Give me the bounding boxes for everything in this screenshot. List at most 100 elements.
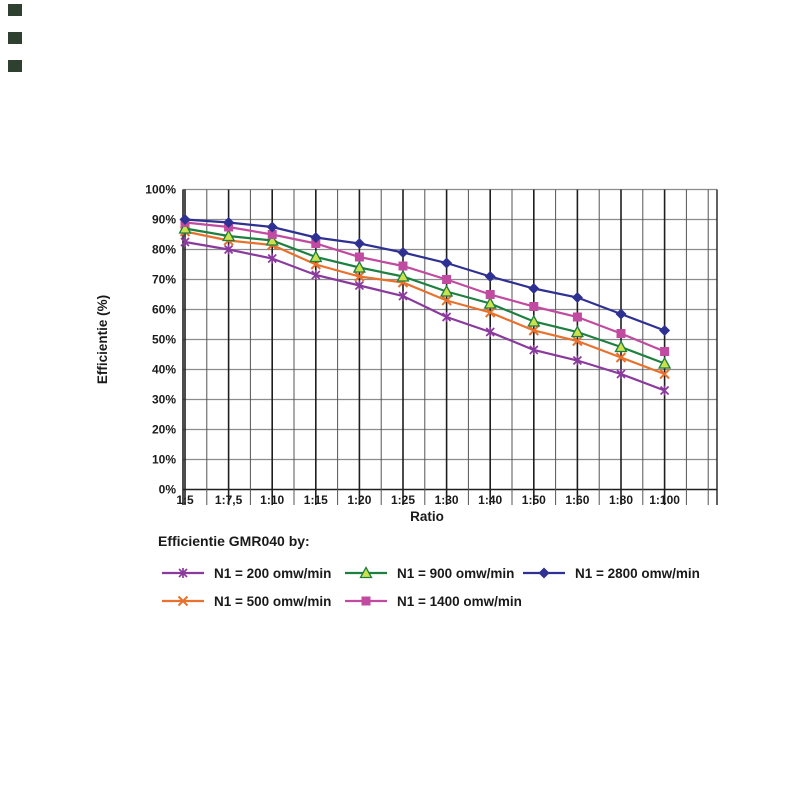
grid: [182, 188, 718, 505]
square-marker: [616, 329, 626, 338]
x-tick-label: 1:25: [391, 493, 415, 507]
asterisk-marker: [398, 291, 408, 301]
y-tick-label: 30%: [152, 393, 176, 407]
legend-item: [162, 568, 204, 578]
y-tick-label: 10%: [152, 453, 176, 467]
triangle-marker: [570, 325, 584, 338]
x-tick-label: 1:80: [609, 493, 633, 507]
triangle-marker: [440, 284, 454, 297]
legend-label: N1 = 900 omw/min: [397, 566, 514, 581]
series-1900: [178, 221, 672, 369]
diamond-marker: [538, 567, 550, 579]
triangle-marker: [222, 229, 236, 242]
x-marker: [441, 295, 452, 306]
y-tick-label: 60%: [152, 303, 176, 317]
legend-item: [345, 566, 387, 579]
y-axis-title: Efficientie (%): [95, 295, 110, 384]
asterisk-marker: [178, 568, 188, 578]
diamond-marker: [659, 325, 671, 336]
triangle-marker: [527, 314, 541, 327]
diamond-marker: [528, 283, 540, 294]
square-marker: [311, 239, 321, 248]
legend-item: [523, 567, 565, 579]
x-tick-label: 1:5: [176, 493, 194, 507]
y-tick-label: 70%: [152, 273, 176, 287]
triangle-marker: [265, 233, 279, 246]
triangle-marker: [359, 566, 373, 579]
legend-item: [162, 595, 204, 607]
asterisk-marker: [267, 253, 277, 264]
asterisk-marker: [223, 244, 234, 255]
square-marker: [354, 252, 364, 262]
legend: [162, 566, 565, 607]
corner-mark: [8, 32, 22, 44]
legend-label: N1 = 500 omw/min: [214, 594, 331, 609]
legend-label: N1 = 1400 omw/min: [397, 594, 522, 609]
series-line: [184, 227, 665, 365]
diamond-marker: [615, 308, 627, 320]
y-tick-label: 80%: [152, 243, 176, 257]
asterisk-marker: [529, 345, 539, 355]
y-tick-label: 100%: [145, 183, 176, 197]
square-marker: [485, 290, 495, 299]
corner-mark: [8, 4, 22, 16]
diamond-marker: [179, 214, 191, 225]
asterisk-marker: [180, 237, 190, 247]
legend-title: Efficientie GMR040 by:: [158, 533, 310, 549]
diamond-marker: [310, 232, 322, 243]
x-tick-label: 1:100: [649, 493, 680, 507]
x-tick-label: 1:30: [435, 493, 459, 507]
triangle-marker: [309, 250, 323, 263]
triangle-marker: [396, 269, 410, 282]
diamond-marker: [223, 217, 235, 228]
x-tick-label: 1:15: [304, 493, 328, 507]
y-tick-label: 0%: [159, 483, 177, 497]
legend-label: N1 = 2800 omw/min: [575, 566, 700, 581]
x-tick-label: 1:60: [565, 493, 589, 507]
square-marker: [361, 596, 371, 606]
x-marker: [528, 325, 540, 336]
triangle-marker: [178, 221, 192, 234]
triangle-marker: [658, 356, 672, 369]
y-tick-label: 40%: [152, 363, 176, 377]
asterisk-marker: [354, 280, 365, 291]
legend-item: [345, 596, 387, 606]
x-marker: [484, 307, 496, 318]
square-marker: [572, 312, 582, 322]
asterisk-marker: [572, 355, 583, 366]
square-marker: [660, 347, 670, 356]
x-axis-title: Ratio: [410, 509, 444, 524]
x-marker: [354, 271, 365, 282]
x-tick-label: 1:50: [522, 493, 546, 507]
triangle-marker: [483, 296, 497, 309]
square-marker: [267, 230, 277, 239]
x-marker: [572, 335, 583, 347]
y-tick-label: 50%: [152, 333, 176, 347]
diamond-marker: [484, 271, 496, 282]
x-tick-label: 1:20: [347, 493, 371, 507]
series-line: [184, 221, 666, 353]
asterisk-marker: [311, 270, 321, 280]
x-marker: [615, 352, 627, 363]
legend-label: N1 = 200 omw/min: [214, 566, 331, 581]
asterisk-marker: [659, 385, 670, 396]
x-tick-label: 1:7,5: [215, 493, 243, 507]
triangle-marker: [352, 260, 366, 273]
series-line: [184, 240, 665, 392]
series-line: [184, 218, 665, 332]
square-marker: [442, 275, 452, 284]
series-1200: [180, 237, 670, 396]
series-line: [184, 230, 665, 376]
x-tick-label: 1:10: [260, 493, 284, 507]
x-marker: [659, 368, 670, 380]
page-corner-marks: [8, 4, 28, 88]
square-marker: [398, 261, 408, 271]
x-marker: [177, 595, 189, 607]
y-tick-label: 20%: [152, 423, 176, 437]
series-12800: [179, 214, 671, 336]
diamond-marker: [397, 247, 409, 258]
diamond-marker: [441, 257, 453, 269]
square-marker: [529, 302, 539, 311]
